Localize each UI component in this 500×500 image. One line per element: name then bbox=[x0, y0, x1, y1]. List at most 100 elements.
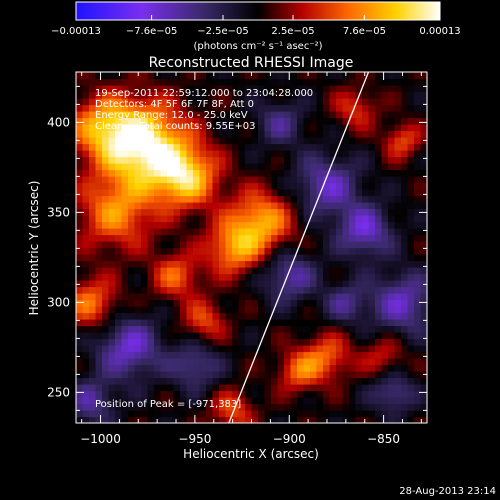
heatmap-cell bbox=[225, 111, 233, 119]
heatmap-cell bbox=[349, 169, 357, 177]
heatmap-cell bbox=[238, 254, 246, 262]
heatmap-cell bbox=[388, 358, 396, 366]
heatmap-cell bbox=[303, 117, 311, 125]
heatmap-cell bbox=[316, 410, 324, 418]
heatmap-cell bbox=[323, 85, 331, 93]
heatmap-cell bbox=[303, 267, 311, 275]
heatmap-cell bbox=[128, 325, 136, 333]
heatmap-cell bbox=[264, 85, 272, 93]
heatmap-cell bbox=[128, 130, 136, 138]
heatmap-cell bbox=[375, 345, 383, 353]
heatmap-cell bbox=[284, 286, 292, 294]
heatmap-cell bbox=[141, 98, 149, 106]
heatmap-cell bbox=[225, 403, 233, 411]
heatmap-cell bbox=[297, 384, 305, 392]
heatmap-cell bbox=[102, 163, 110, 171]
heatmap-cell bbox=[264, 293, 272, 301]
heatmap-cell bbox=[193, 124, 201, 132]
heatmap-cell bbox=[134, 273, 142, 281]
heatmap-cell bbox=[251, 403, 259, 411]
heatmap-cell bbox=[388, 169, 396, 177]
heatmap-cell bbox=[89, 293, 97, 301]
heatmap-cell bbox=[167, 332, 175, 340]
heatmap-cell bbox=[310, 377, 318, 385]
heatmap-cell bbox=[160, 358, 168, 366]
heatmap-cell bbox=[238, 293, 246, 301]
heatmap-cell bbox=[219, 332, 227, 340]
heatmap-cell bbox=[102, 416, 110, 423]
heatmap-cell bbox=[82, 345, 90, 353]
heatmap-cell bbox=[264, 176, 272, 184]
heatmap-cell bbox=[310, 111, 318, 119]
heatmap-cell bbox=[193, 345, 201, 353]
heatmap-cell bbox=[206, 221, 214, 229]
heatmap-cell bbox=[271, 384, 279, 392]
heatmap-cell bbox=[245, 397, 253, 405]
heatmap-cell bbox=[180, 124, 188, 132]
heatmap-cell bbox=[414, 124, 422, 132]
heatmap-cell bbox=[284, 254, 292, 262]
heatmap-cell bbox=[206, 416, 214, 423]
heatmap-cell bbox=[212, 124, 220, 132]
heatmap-cell bbox=[388, 130, 396, 138]
heatmap-cell bbox=[154, 202, 162, 210]
heatmap-cell bbox=[401, 150, 409, 158]
heatmap-cell bbox=[271, 403, 279, 411]
heatmap-cell bbox=[381, 390, 389, 398]
heatmap-cell bbox=[420, 130, 427, 138]
heatmap-cell bbox=[154, 293, 162, 301]
heatmap-cell bbox=[277, 124, 285, 132]
heatmap-cell bbox=[290, 234, 298, 242]
heatmap-cell bbox=[180, 221, 188, 229]
heatmap-cell bbox=[167, 85, 175, 93]
heatmap-cell bbox=[180, 241, 188, 249]
heatmap-cell bbox=[95, 130, 103, 138]
heatmap-cell bbox=[342, 130, 350, 138]
heatmap-cell bbox=[141, 104, 149, 112]
heatmap-cell bbox=[264, 234, 272, 242]
heatmap-cell bbox=[134, 247, 142, 255]
heatmap-cell bbox=[251, 280, 259, 288]
heatmap-cell bbox=[277, 254, 285, 262]
heatmap-cell bbox=[245, 247, 253, 255]
heatmap-cell bbox=[394, 293, 402, 301]
heatmap-cell bbox=[329, 345, 337, 353]
heatmap-cell bbox=[82, 332, 90, 340]
heatmap-cell bbox=[154, 215, 162, 223]
heatmap-cell bbox=[212, 319, 220, 327]
heatmap-cell bbox=[232, 130, 240, 138]
heatmap-cell bbox=[147, 338, 155, 346]
heatmap-cell bbox=[414, 377, 422, 385]
heatmap-cell bbox=[167, 247, 175, 255]
heatmap-cell bbox=[225, 130, 233, 138]
heatmap-cell bbox=[388, 351, 396, 359]
heatmap-cell bbox=[95, 228, 103, 236]
heatmap-cell bbox=[323, 293, 331, 301]
heatmap-cell bbox=[232, 78, 240, 86]
heatmap-cell bbox=[102, 182, 110, 190]
heatmap-cell bbox=[251, 299, 259, 307]
heatmap-cell bbox=[225, 273, 233, 281]
heatmap-cell bbox=[362, 241, 370, 249]
heatmap-cell bbox=[82, 156, 90, 164]
heatmap-cell bbox=[375, 332, 383, 340]
heatmap-cell bbox=[206, 384, 214, 392]
heatmap-cell bbox=[420, 286, 427, 294]
heatmap-cell bbox=[297, 267, 305, 275]
heatmap-cell bbox=[206, 208, 214, 216]
heatmap-cell bbox=[394, 273, 402, 281]
heatmap-cell bbox=[277, 241, 285, 249]
heatmap-cell bbox=[199, 358, 207, 366]
heatmap-cell bbox=[121, 416, 129, 423]
heatmap-cell bbox=[329, 286, 337, 294]
footer-timestamp: 28-Aug-2013 23:14 bbox=[399, 486, 496, 497]
heatmap-cell bbox=[89, 306, 97, 314]
heatmap-cell bbox=[258, 254, 266, 262]
heatmap-cell bbox=[89, 234, 97, 242]
heatmap-cell bbox=[336, 260, 344, 268]
heatmap-cell bbox=[264, 202, 272, 210]
heatmap-cell bbox=[89, 124, 97, 132]
heatmap-cell bbox=[414, 286, 422, 294]
heatmap-cell bbox=[115, 182, 123, 190]
heatmap-cell bbox=[310, 202, 318, 210]
